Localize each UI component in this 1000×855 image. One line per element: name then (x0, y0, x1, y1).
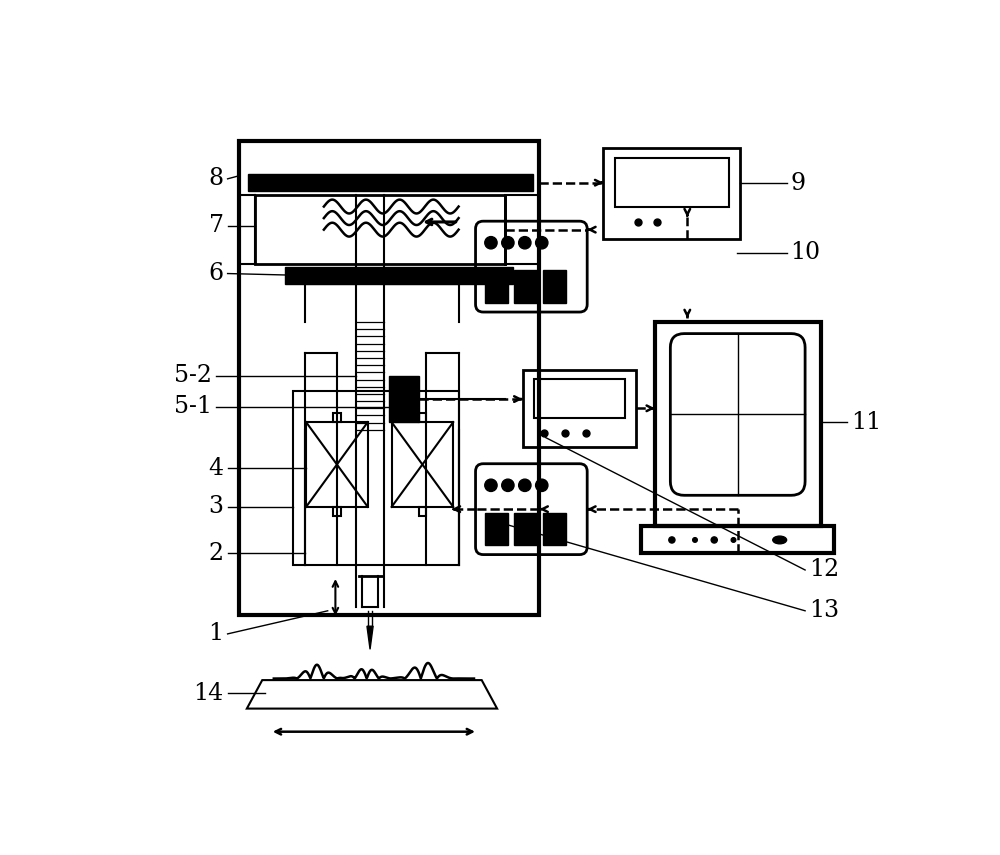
Bar (419, 413, 426, 422)
Text: 2: 2 (209, 541, 224, 564)
Circle shape (519, 237, 531, 249)
Bar (306, 422, 368, 507)
Text: 9: 9 (790, 172, 806, 195)
Bar (248, 174, 533, 192)
Bar (333, 507, 341, 516)
Text: 4: 4 (209, 457, 224, 480)
Circle shape (485, 237, 497, 249)
Bar (523, 370, 636, 447)
Polygon shape (367, 626, 373, 649)
Text: 5-2: 5-2 (174, 364, 212, 387)
Circle shape (536, 237, 548, 249)
Bar (641, 526, 834, 553)
Bar (603, 148, 740, 239)
Bar (333, 413, 341, 422)
Bar (255, 195, 505, 264)
Text: 14: 14 (193, 681, 224, 705)
Text: 12: 12 (809, 558, 839, 581)
Text: 10: 10 (790, 241, 821, 264)
Text: 13: 13 (809, 599, 839, 622)
Text: 8: 8 (209, 168, 224, 191)
Bar (615, 158, 729, 207)
Bar (239, 141, 539, 615)
Bar (485, 270, 508, 303)
Circle shape (485, 479, 497, 492)
Text: 6: 6 (209, 262, 224, 285)
Circle shape (536, 479, 548, 492)
Bar (655, 322, 821, 526)
Text: 5-1: 5-1 (174, 395, 212, 418)
Bar (514, 270, 537, 303)
Circle shape (693, 538, 697, 542)
Bar (392, 422, 453, 507)
Bar (534, 379, 625, 417)
Bar (389, 376, 419, 422)
Bar (293, 392, 459, 564)
Circle shape (731, 538, 736, 542)
Circle shape (502, 479, 514, 492)
Text: 3: 3 (209, 495, 224, 518)
Bar (543, 513, 566, 545)
Circle shape (711, 537, 717, 543)
Bar (485, 513, 508, 545)
Ellipse shape (773, 536, 787, 544)
Circle shape (669, 537, 675, 543)
Bar (285, 267, 513, 284)
Circle shape (519, 479, 531, 492)
Bar (543, 270, 566, 303)
Bar (514, 513, 537, 545)
Text: 1: 1 (209, 622, 224, 646)
Text: 11: 11 (851, 410, 882, 433)
Text: 7: 7 (209, 215, 224, 238)
Bar (419, 507, 426, 516)
Circle shape (502, 237, 514, 249)
